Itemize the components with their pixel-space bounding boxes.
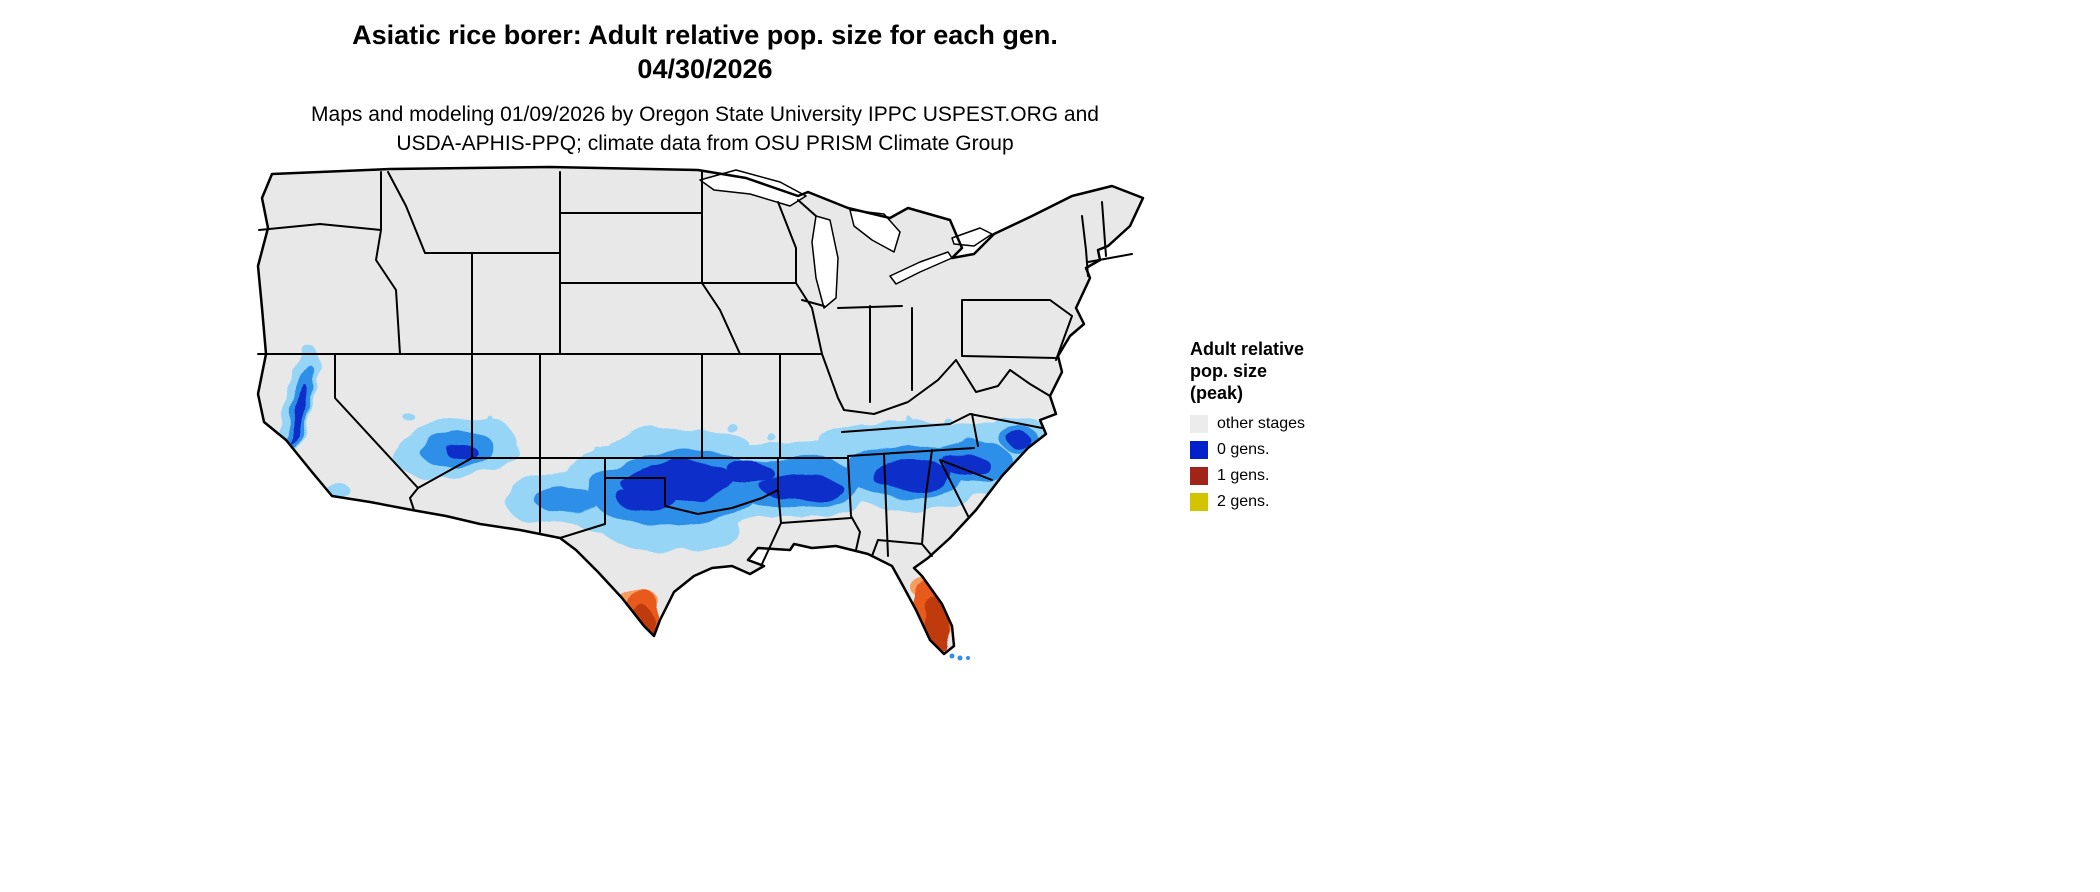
legend-label-2-gens: 2 gens.: [1217, 493, 1270, 510]
us-map-svg: [256, 165, 1145, 661]
us-landmass: [258, 167, 1143, 654]
legend-swatch-2-gens: [1190, 492, 1208, 511]
legend-row-2-gens: 2 gens.: [1190, 492, 1370, 511]
subtitle-line2: USDA-APHIS-PPQ; climate data from OSU PR…: [396, 132, 1014, 155]
lake-ontario: [951, 227, 993, 247]
legend-label-1-gens: 1 gens.: [1217, 467, 1270, 484]
subtitle-line1: Maps and modeling 01/09/2026 by Oregon S…: [311, 103, 1099, 126]
us-outline: [256, 165, 1145, 656]
state-borders-west: [257, 171, 852, 565]
legend-items: other stages 0 gens. 1 gens. 2 gens.: [1190, 414, 1370, 511]
legend-row-0-gens: 0 gens.: [1190, 440, 1370, 459]
state-borders-east: [777, 199, 1133, 557]
subtitle: Maps and modeling 01/09/2026 by Oregon S…: [0, 100, 1410, 158]
map-title-line1: Asiatic rice borer: Adult relative pop. …: [352, 20, 1058, 50]
legend-swatch-other-stages: [1190, 414, 1208, 433]
florida-keys-dots: [949, 653, 970, 661]
header: Asiatic rice borer: Adult relative pop. …: [0, 18, 1410, 158]
legend-title-line2: pop. size: [1190, 361, 1268, 381]
us-map: [250, 158, 1160, 663]
lake-huron: [849, 209, 901, 253]
lake-michigan: [811, 215, 839, 309]
legend: Adult relative pop. size (peak) other st…: [1190, 338, 1370, 518]
legend-title-line3: (peak): [1190, 383, 1244, 403]
legend-row-1-gens: 1 gens.: [1190, 466, 1370, 485]
legend-title-line1: Adult relative: [1190, 339, 1305, 359]
legend-swatch-0-gens: [1190, 440, 1208, 459]
legend-label-other-stages: other stages: [1217, 415, 1306, 432]
legend-label-0-gens: 0 gens.: [1217, 441, 1270, 458]
legend-row-other-stages: other stages: [1190, 414, 1370, 433]
map-title-date: 04/30/2026: [637, 54, 773, 84]
legend-swatch-1-gens: [1190, 466, 1208, 485]
